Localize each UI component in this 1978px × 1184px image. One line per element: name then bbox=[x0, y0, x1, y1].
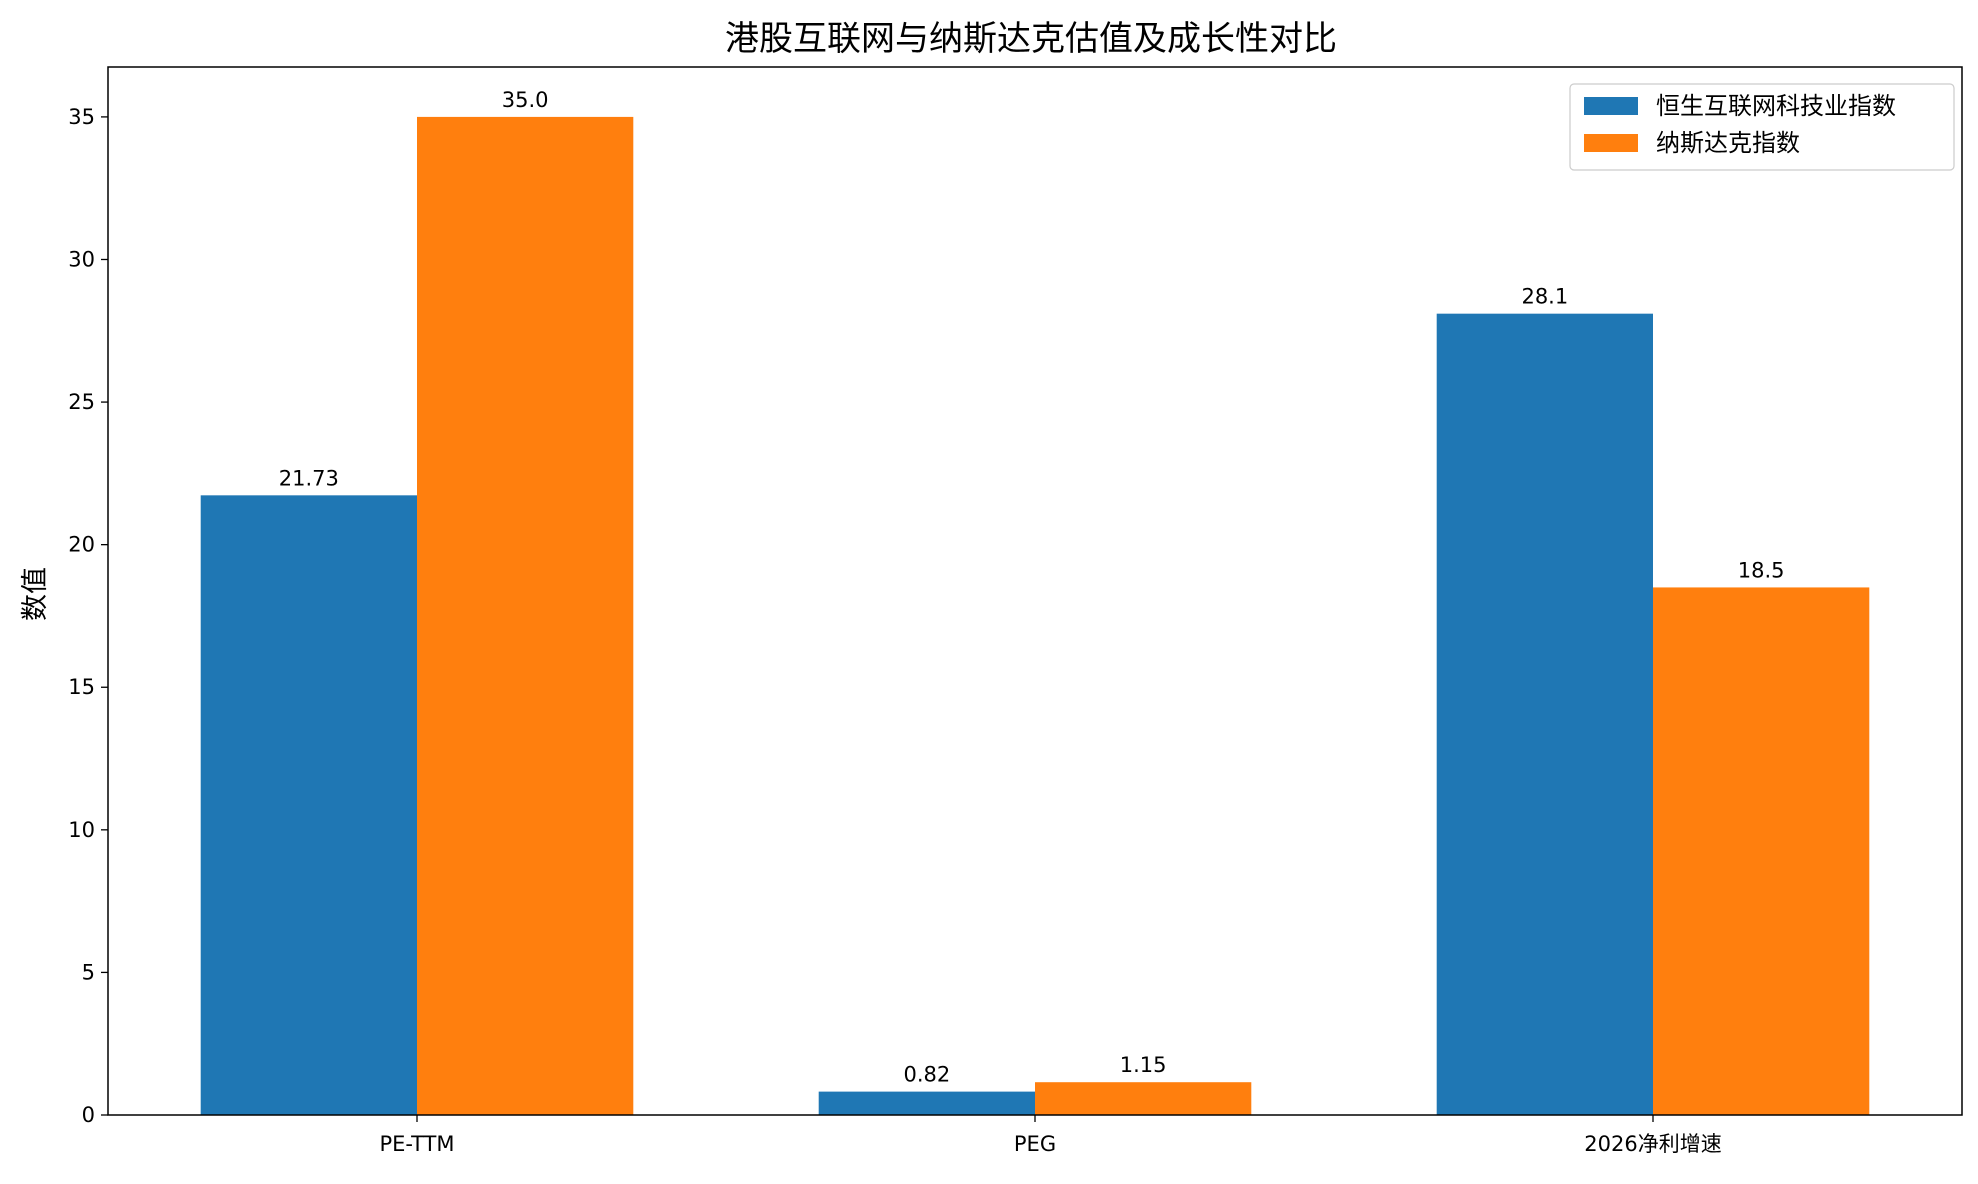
y-tick-label-3: 15 bbox=[68, 675, 95, 699]
y-tick-label-0: 0 bbox=[82, 1103, 95, 1127]
x-tick-label-2: 2026净利增速 bbox=[1584, 1132, 1721, 1156]
plot-area: 21.73 0.82 28.1 35.0 1.15 18.5 0 5 10 15 20 25 30 35 P… bbox=[68, 66, 1963, 1156]
y-tick-label-4: 20 bbox=[68, 533, 95, 557]
legend-box bbox=[1569, 83, 1955, 171]
bar-0-1 bbox=[818, 1091, 1035, 1115]
y-tick-label-5: 25 bbox=[68, 390, 95, 414]
x-tick-label-1: PEG bbox=[1014, 1132, 1056, 1156]
y-axis-label: 数值 bbox=[20, 567, 51, 621]
y-tick-label-2: 10 bbox=[68, 818, 95, 842]
data-label-1-1: 1.15 bbox=[1120, 1053, 1167, 1077]
y-tick-label-6: 30 bbox=[68, 247, 95, 271]
bar-0-0 bbox=[200, 495, 417, 1115]
legend-label-1: 纳斯达克指数 bbox=[1656, 129, 1800, 157]
bar-0-2 bbox=[1436, 313, 1653, 1115]
chart-title: 港股互联网与纳斯达克估值及成长性对比 bbox=[725, 19, 1337, 59]
data-label-1-0: 35.0 bbox=[502, 88, 549, 112]
legend-swatch-0 bbox=[1584, 97, 1638, 115]
data-label-0-1: 0.82 bbox=[903, 1063, 950, 1087]
legend-swatch-1 bbox=[1584, 134, 1638, 152]
bar-1-1 bbox=[1035, 1082, 1252, 1115]
y-tick-label-1: 5 bbox=[82, 960, 95, 984]
x-tick-label-0: PE-TTM bbox=[380, 1132, 455, 1156]
legend-label-0: 恒生互联网科技业指数 bbox=[1656, 92, 1896, 120]
data-label-0-0: 21.73 bbox=[279, 466, 339, 490]
bar-1-0 bbox=[417, 116, 634, 1115]
y-tick-label-7: 35 bbox=[68, 105, 95, 129]
data-label-1-2: 18.5 bbox=[1738, 558, 1785, 582]
data-label-0-2: 28.1 bbox=[1521, 285, 1568, 309]
bar-1-2 bbox=[1653, 587, 1870, 1115]
